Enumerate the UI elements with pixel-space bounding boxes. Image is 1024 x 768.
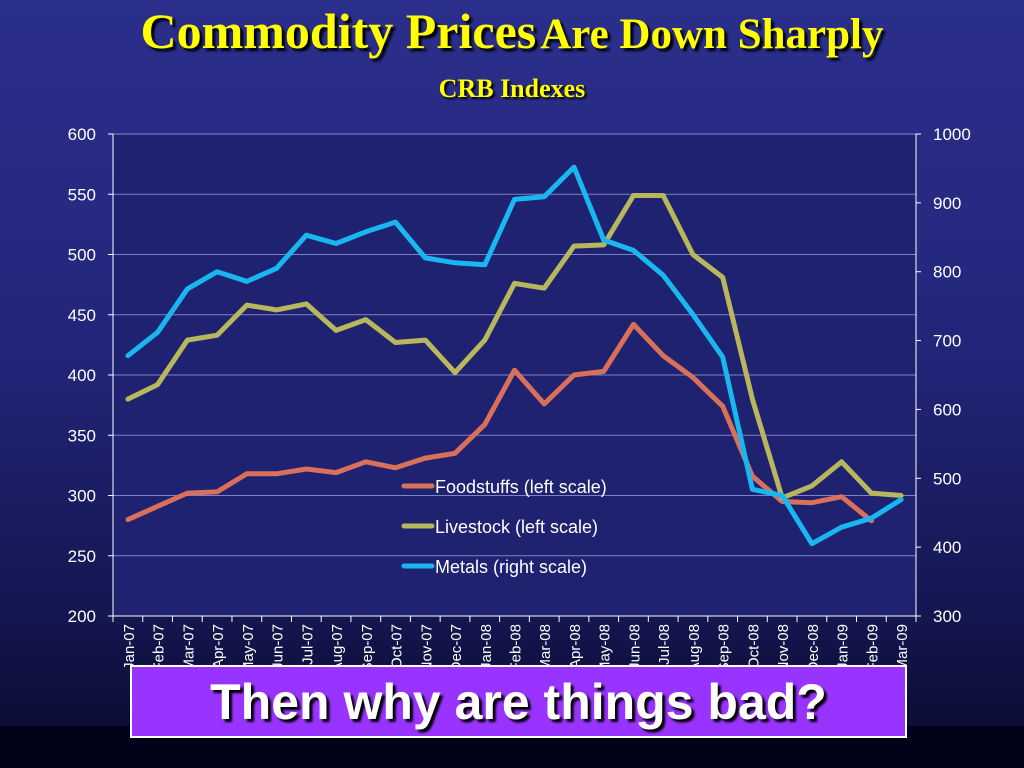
x-axis-tick-label: Jan-09 bbox=[835, 624, 852, 670]
x-axis-tick-label: Feb-07 bbox=[151, 624, 168, 672]
x-axis-tick-label: Sep-07 bbox=[359, 624, 376, 672]
legend-label: Metals (right scale) bbox=[435, 557, 587, 577]
x-axis-tick-label: Jan-07 bbox=[121, 624, 138, 670]
x-axis-tick-label: Jan-08 bbox=[478, 624, 495, 670]
x-axis-tick-label: Jul-07 bbox=[299, 624, 316, 665]
right-axis-tick-label: 900 bbox=[933, 194, 961, 213]
x-axis-tick-label: Feb-08 bbox=[508, 624, 525, 672]
x-axis-tick-label: Dec-08 bbox=[805, 624, 822, 672]
left-axis-tick-label: 500 bbox=[68, 246, 96, 265]
x-axis-tick-label: Aug-07 bbox=[329, 624, 346, 672]
left-axis-tick-label: 350 bbox=[68, 426, 96, 445]
x-axis-tick-label: Aug-08 bbox=[686, 624, 703, 672]
banner: Then why are things bad? bbox=[130, 665, 907, 738]
slide-subtitle: CRB Indexes bbox=[438, 74, 586, 103]
left-axis-tick-label: 600 bbox=[68, 125, 96, 144]
title-part-2: Are Down Sharply bbox=[540, 11, 884, 58]
x-axis-tick-label: Oct-07 bbox=[389, 624, 406, 669]
left-axis-tick-label: 400 bbox=[68, 366, 96, 385]
x-axis-tick-label: Jun-07 bbox=[270, 624, 287, 670]
x-axis-tick-label: Nov-07 bbox=[418, 624, 435, 672]
right-axis-tick-label: 800 bbox=[933, 263, 961, 282]
x-axis-tick-label: Jun-08 bbox=[626, 624, 643, 670]
series-line-livestock bbox=[125, 193, 904, 501]
right-axis-tick-label: 700 bbox=[933, 332, 961, 351]
x-axis-tick-label: Apr-07 bbox=[210, 624, 227, 669]
right-axis-tick-label: 1000 bbox=[933, 125, 971, 144]
x-axis-tick-label: May-07 bbox=[240, 624, 257, 674]
x-axis-tick-label: May-08 bbox=[597, 624, 614, 674]
legend-label: Livestock (left scale) bbox=[435, 517, 598, 537]
title-part-1: Commodity Prices bbox=[140, 3, 537, 59]
x-axis-tick-label: Mar-09 bbox=[894, 624, 911, 672]
x-axis-tick-label: Feb-09 bbox=[864, 624, 881, 672]
x-axis-tick-label: Mar-08 bbox=[537, 624, 554, 672]
banner-text: Then why are things bad? bbox=[210, 673, 827, 730]
left-axis-tick-label: 250 bbox=[68, 547, 96, 566]
left-axis-tick-label: 450 bbox=[68, 306, 96, 325]
legend-label: Foodstuffs (left scale) bbox=[435, 477, 607, 497]
right-axis-tick-label: 500 bbox=[933, 469, 961, 488]
left-axis-tick-label: 200 bbox=[68, 607, 96, 626]
right-axis-tick-label: 600 bbox=[933, 400, 961, 419]
x-axis-tick-label: Mar-07 bbox=[180, 624, 197, 672]
left-axis-tick-label: 300 bbox=[68, 487, 96, 506]
slide-title: Commodity Prices Are Down Sharply bbox=[0, 2, 1024, 60]
x-axis-tick-label: Apr-08 bbox=[567, 624, 584, 669]
series-line-metals bbox=[125, 164, 904, 547]
x-axis-tick-label: Dec-07 bbox=[448, 624, 465, 672]
x-axis-tick-label: Sep-08 bbox=[716, 624, 733, 672]
x-axis-tick-label: Jul-08 bbox=[656, 624, 673, 665]
right-axis-tick-label: 400 bbox=[933, 538, 961, 557]
left-axis-tick-label: 550 bbox=[68, 185, 96, 204]
x-axis-tick-label: Oct-08 bbox=[745, 624, 762, 669]
right-axis-tick-label: 300 bbox=[933, 607, 961, 626]
x-axis-tick-label: Nov-08 bbox=[775, 624, 792, 672]
